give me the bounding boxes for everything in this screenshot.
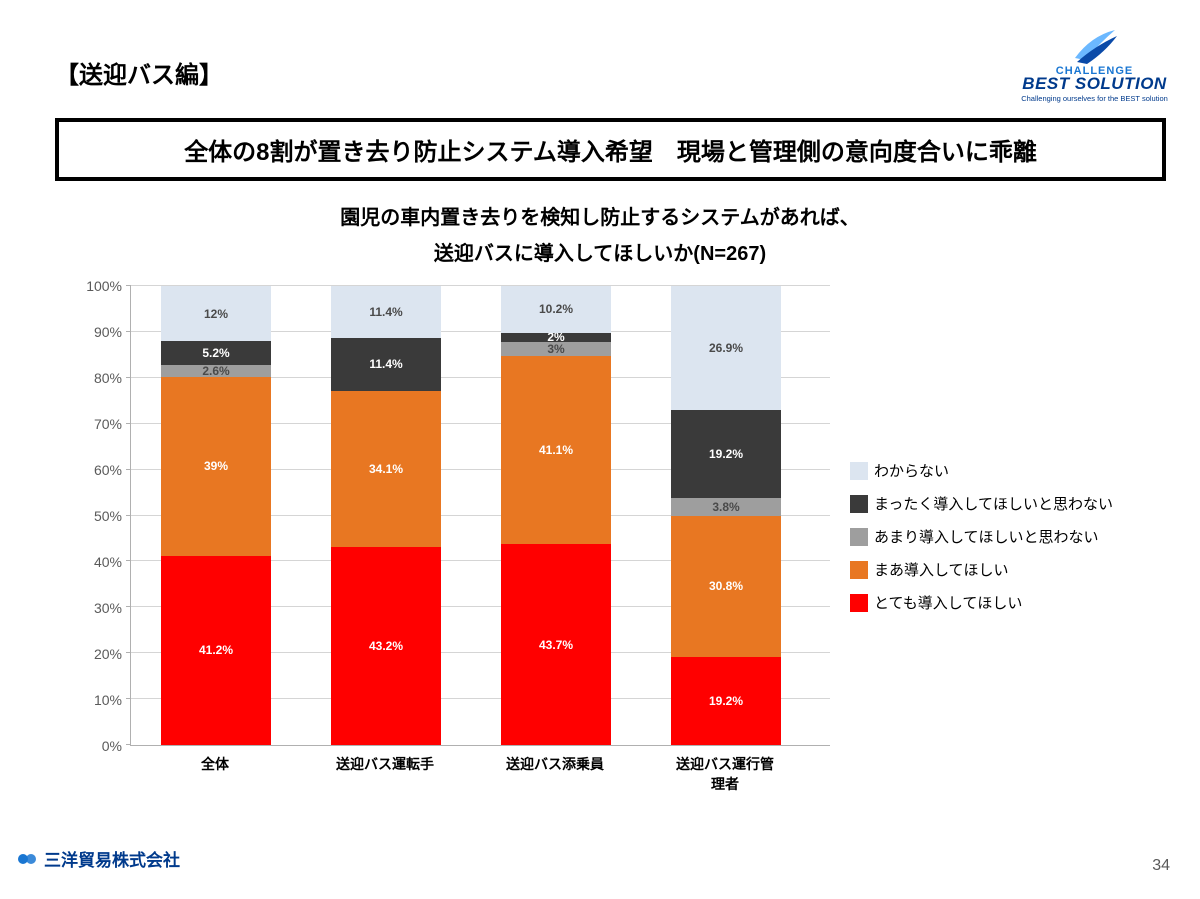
segment-label: 10.2% (539, 302, 573, 316)
legend-label: まあ導入してほしい (874, 559, 1009, 580)
segment-label: 11.4% (369, 357, 402, 371)
y-tick (126, 331, 131, 332)
y-tick-label: 60% (94, 462, 122, 478)
segment-s4: 11.4% (331, 338, 441, 390)
segment-s1: 41.2% (161, 556, 271, 745)
x-category-label: 全体 (201, 754, 229, 774)
segment-s2: 41.1% (501, 356, 611, 545)
segment-label: 12% (204, 307, 228, 321)
legend-label: あまり導入してほしいと思わない (874, 526, 1099, 547)
segment-s5: 26.9% (671, 286, 781, 409)
y-tick-label: 0% (102, 738, 122, 754)
segment-label: 19.2% (709, 694, 743, 708)
company-name: 三洋貿易株式会社 (44, 846, 180, 871)
segment-label: 2.6% (202, 364, 229, 378)
segment-s5: 11.4% (331, 286, 441, 338)
bar-2: 43.7%41.1%3%2%10.2% (501, 286, 611, 745)
y-tick (126, 652, 131, 653)
segment-s2: 30.8% (671, 516, 781, 657)
segment-s2: 34.1% (331, 391, 441, 547)
logo-text-best-solution: BEST SOLUTION (1007, 74, 1182, 94)
segment-s1: 19.2% (671, 657, 781, 745)
brand-logo: CHALLENGE BEST SOLUTION Challenging ours… (1007, 28, 1182, 103)
y-tick-label: 40% (94, 554, 122, 570)
y-tick-label: 100% (86, 278, 122, 294)
segment-s2: 39% (161, 377, 271, 556)
chart-title-line1: 園児の車内置き去りを検知し防止するシステムがあれば、 (0, 200, 1200, 236)
chart-title: 園児の車内置き去りを検知し防止するシステムがあれば、 送迎バスに導入してほしいか… (0, 200, 1200, 272)
segment-label: 19.2% (709, 447, 743, 461)
segment-label: 39% (204, 459, 228, 473)
segment-label: 3.8% (712, 500, 739, 514)
x-axis-labels: 全体送迎バス運転手送迎バス添乗員送迎バス運行管理者 (130, 746, 830, 776)
segment-s3: 3.8% (671, 498, 781, 515)
bar-1: 43.2% 34.1% 11.4% 11.4% (331, 286, 441, 745)
legend-item: わからない (850, 460, 1113, 481)
segment-s1: 43.2% (331, 547, 441, 745)
chart-title-line2: 送迎バスに導入してほしいか(N=267) (0, 236, 1200, 272)
y-tick (126, 606, 131, 607)
y-tick-label: 30% (94, 600, 122, 616)
segment-s4: 19.2% (671, 410, 781, 498)
y-tick (126, 744, 131, 745)
y-tick (126, 423, 131, 424)
legend-swatch (850, 528, 868, 546)
segment-label: 41.1% (539, 443, 573, 457)
company-logo-icon (16, 848, 38, 870)
y-tick-label: 70% (94, 416, 122, 432)
legend-swatch (850, 462, 868, 480)
legend-label: わからない (874, 460, 949, 481)
legend-item: まったく導入してほしいと思わない (850, 493, 1113, 514)
y-tick-label: 10% (94, 692, 122, 708)
y-tick-label: 20% (94, 646, 122, 662)
segment-label: 34.1% (369, 462, 403, 476)
segment-s3: 2.6% (161, 365, 271, 377)
legend-label: とても導入してほしい (874, 592, 1022, 613)
legend-item: とても導入してほしい (850, 592, 1113, 613)
legend-swatch (850, 561, 868, 579)
chart-area: 0%10%20%30%40%50%60%70%80%90%100% 41.2%3… (70, 286, 830, 776)
logo-tagline: Challenging ourselves for the BEST solut… (1007, 94, 1182, 103)
y-tick-label: 80% (94, 370, 122, 386)
plot-area: 41.2%39%2.6%5.2%12%43.2%34.1%11.4%11.4%4… (130, 286, 830, 746)
segment-label: 30.8% (709, 579, 743, 593)
legend-label: まったく導入してほしいと思わない (874, 493, 1113, 514)
segment-label: 5.2% (202, 346, 229, 360)
x-category-label: 送迎バス運行管理者 (673, 754, 778, 794)
swoosh-icon (1071, 28, 1119, 66)
bar-3: 19.2% 30.8% 3.8% 19.2% 26.9% (671, 286, 781, 745)
y-tick-label: 50% (94, 508, 122, 524)
y-tick (126, 515, 131, 516)
footer-company: 三洋貿易株式会社 (16, 846, 180, 871)
headline-text: 全体の8割が置き去り防止システム導入希望 現場と管理側の意向度合いに乖離 (77, 132, 1144, 167)
legend-item: あまり導入してほしいと思わない (850, 526, 1113, 547)
headline-box: 全体の8割が置き去り防止システム導入希望 現場と管理側の意向度合いに乖離 (55, 118, 1166, 181)
segment-s4: 2% (501, 333, 611, 342)
y-tick (126, 698, 131, 699)
x-category-label: 送迎バス添乗員 (506, 754, 604, 774)
segment-label: 43.2% (369, 639, 403, 653)
page-number: 34 (1152, 857, 1170, 875)
segment-label: 11.4% (369, 305, 402, 319)
y-tick (126, 560, 131, 561)
y-tick (126, 285, 131, 286)
segment-label: 43.7% (539, 638, 573, 652)
segment-s5: 10.2% (501, 286, 611, 333)
segment-s4: 5.2% (161, 341, 271, 365)
legend-swatch (850, 594, 868, 612)
legend-swatch (850, 495, 868, 513)
bar-0: 41.2% 39% 2.6% 5.2% 12% (161, 286, 271, 745)
x-category-label: 送迎バス運転手 (336, 754, 434, 774)
segment-label: 41.2% (199, 643, 233, 657)
segment-label: 26.9% (709, 341, 743, 355)
section-label: 【送迎バス編】 (55, 55, 223, 90)
y-tick (126, 469, 131, 470)
legend-item: まあ導入してほしい (850, 559, 1113, 580)
segment-s5: 12% (161, 286, 271, 341)
y-axis: 0%10%20%30%40%50%60%70%80%90%100% (70, 286, 130, 746)
segment-s1: 43.7% (501, 544, 611, 745)
legend: わからないまったく導入してほしいと思わないあまり導入してほしいと思わないまあ導入… (850, 460, 1113, 625)
y-tick-label: 90% (94, 324, 122, 340)
y-tick (126, 377, 131, 378)
